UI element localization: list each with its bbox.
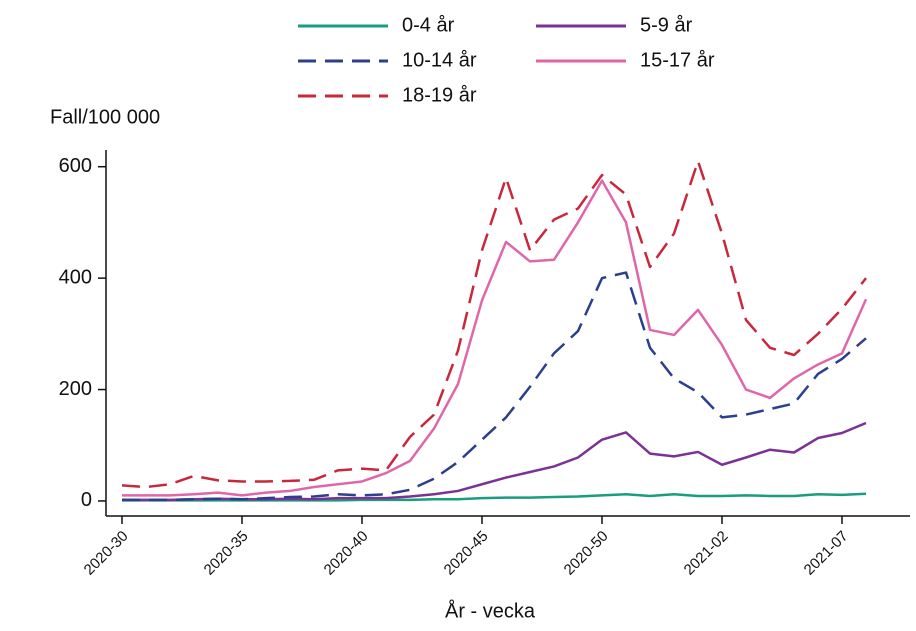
line-series [121,159,867,489]
x-tick-label: 2020-40 [321,528,372,579]
legend-label: 10-14 år [402,49,477,71]
x-tick-label: 2020-30 [81,528,132,579]
line-series [122,271,867,502]
x-tick-label: 2020-50 [561,528,612,579]
x-tick-label: 2021-07 [801,528,852,579]
y-tick-label: 200 [59,378,92,400]
legend-label: 18-19 år [402,84,477,106]
y-tick-label: 0 [81,489,92,511]
x-tick-label: 2021-02 [681,528,732,579]
line-series [122,421,867,502]
y-tick-label: 400 [59,266,92,288]
legend-label: 15-17 år [640,49,715,71]
x-axis-label: År - vecka [445,599,536,622]
legend-label: 5-9 år [640,14,693,36]
x-tick-label: 2020-35 [201,528,252,579]
line-series [122,179,868,497]
y-axis-label: Fall/100 000 [50,106,160,128]
x-tick-label: 2020-45 [441,528,492,579]
legend-label: 0-4 år [402,14,455,36]
y-tick-label: 600 [59,155,92,177]
